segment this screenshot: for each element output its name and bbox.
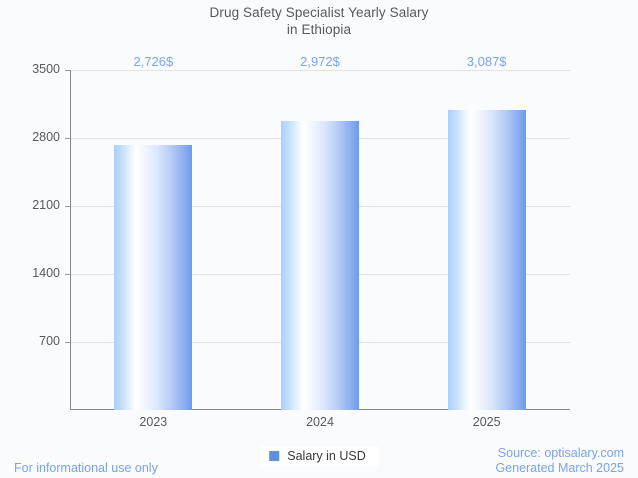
legend-swatch-icon (269, 451, 280, 461)
y-axis-tick (65, 70, 70, 71)
x-axis-label-2023: 2023 (139, 415, 168, 429)
chart-legend[interactable]: Salary in USD (260, 446, 378, 467)
footer-disclaimer: For informational use only (14, 461, 158, 475)
bar-2025[interactable] (447, 110, 526, 410)
bar-2023[interactable] (114, 145, 193, 410)
footer-source-line: Source: optisalary.com (497, 446, 624, 460)
y-axis-tick (65, 138, 70, 139)
y-axis-line (70, 70, 71, 410)
bar-2024[interactable] (281, 121, 359, 410)
gridline (70, 70, 570, 71)
legend-item-label: Salary in USD (287, 449, 366, 463)
y-axis-tick-label: 2800 (32, 130, 60, 144)
chart-title: Drug Safety Specialist Yearly Salary in … (209, 5, 429, 37)
y-axis-tick (65, 274, 70, 275)
x-axis-label-2025: 2025 (472, 415, 501, 429)
bar-value-label-2025: 3,087$ (466, 54, 507, 69)
footer-generated-line: Generated March 2025 (495, 461, 624, 475)
y-axis-tick-label: 2100 (32, 198, 60, 212)
y-axis-tick-label: 700 (39, 334, 60, 348)
y-axis-tick-label: 1400 (32, 266, 60, 280)
y-axis-tick (65, 342, 70, 343)
bar-value-label-2023: 2,726$ (133, 54, 174, 69)
x-axis-label-2024: 2024 (306, 415, 334, 429)
bar-value-label-2024: 2,972$ (300, 54, 340, 69)
y-axis-tick (65, 206, 70, 207)
y-axis-tick-label: 3500 (32, 62, 60, 76)
footer-source: Source: optisalary.com Generated March 2… (495, 446, 624, 476)
